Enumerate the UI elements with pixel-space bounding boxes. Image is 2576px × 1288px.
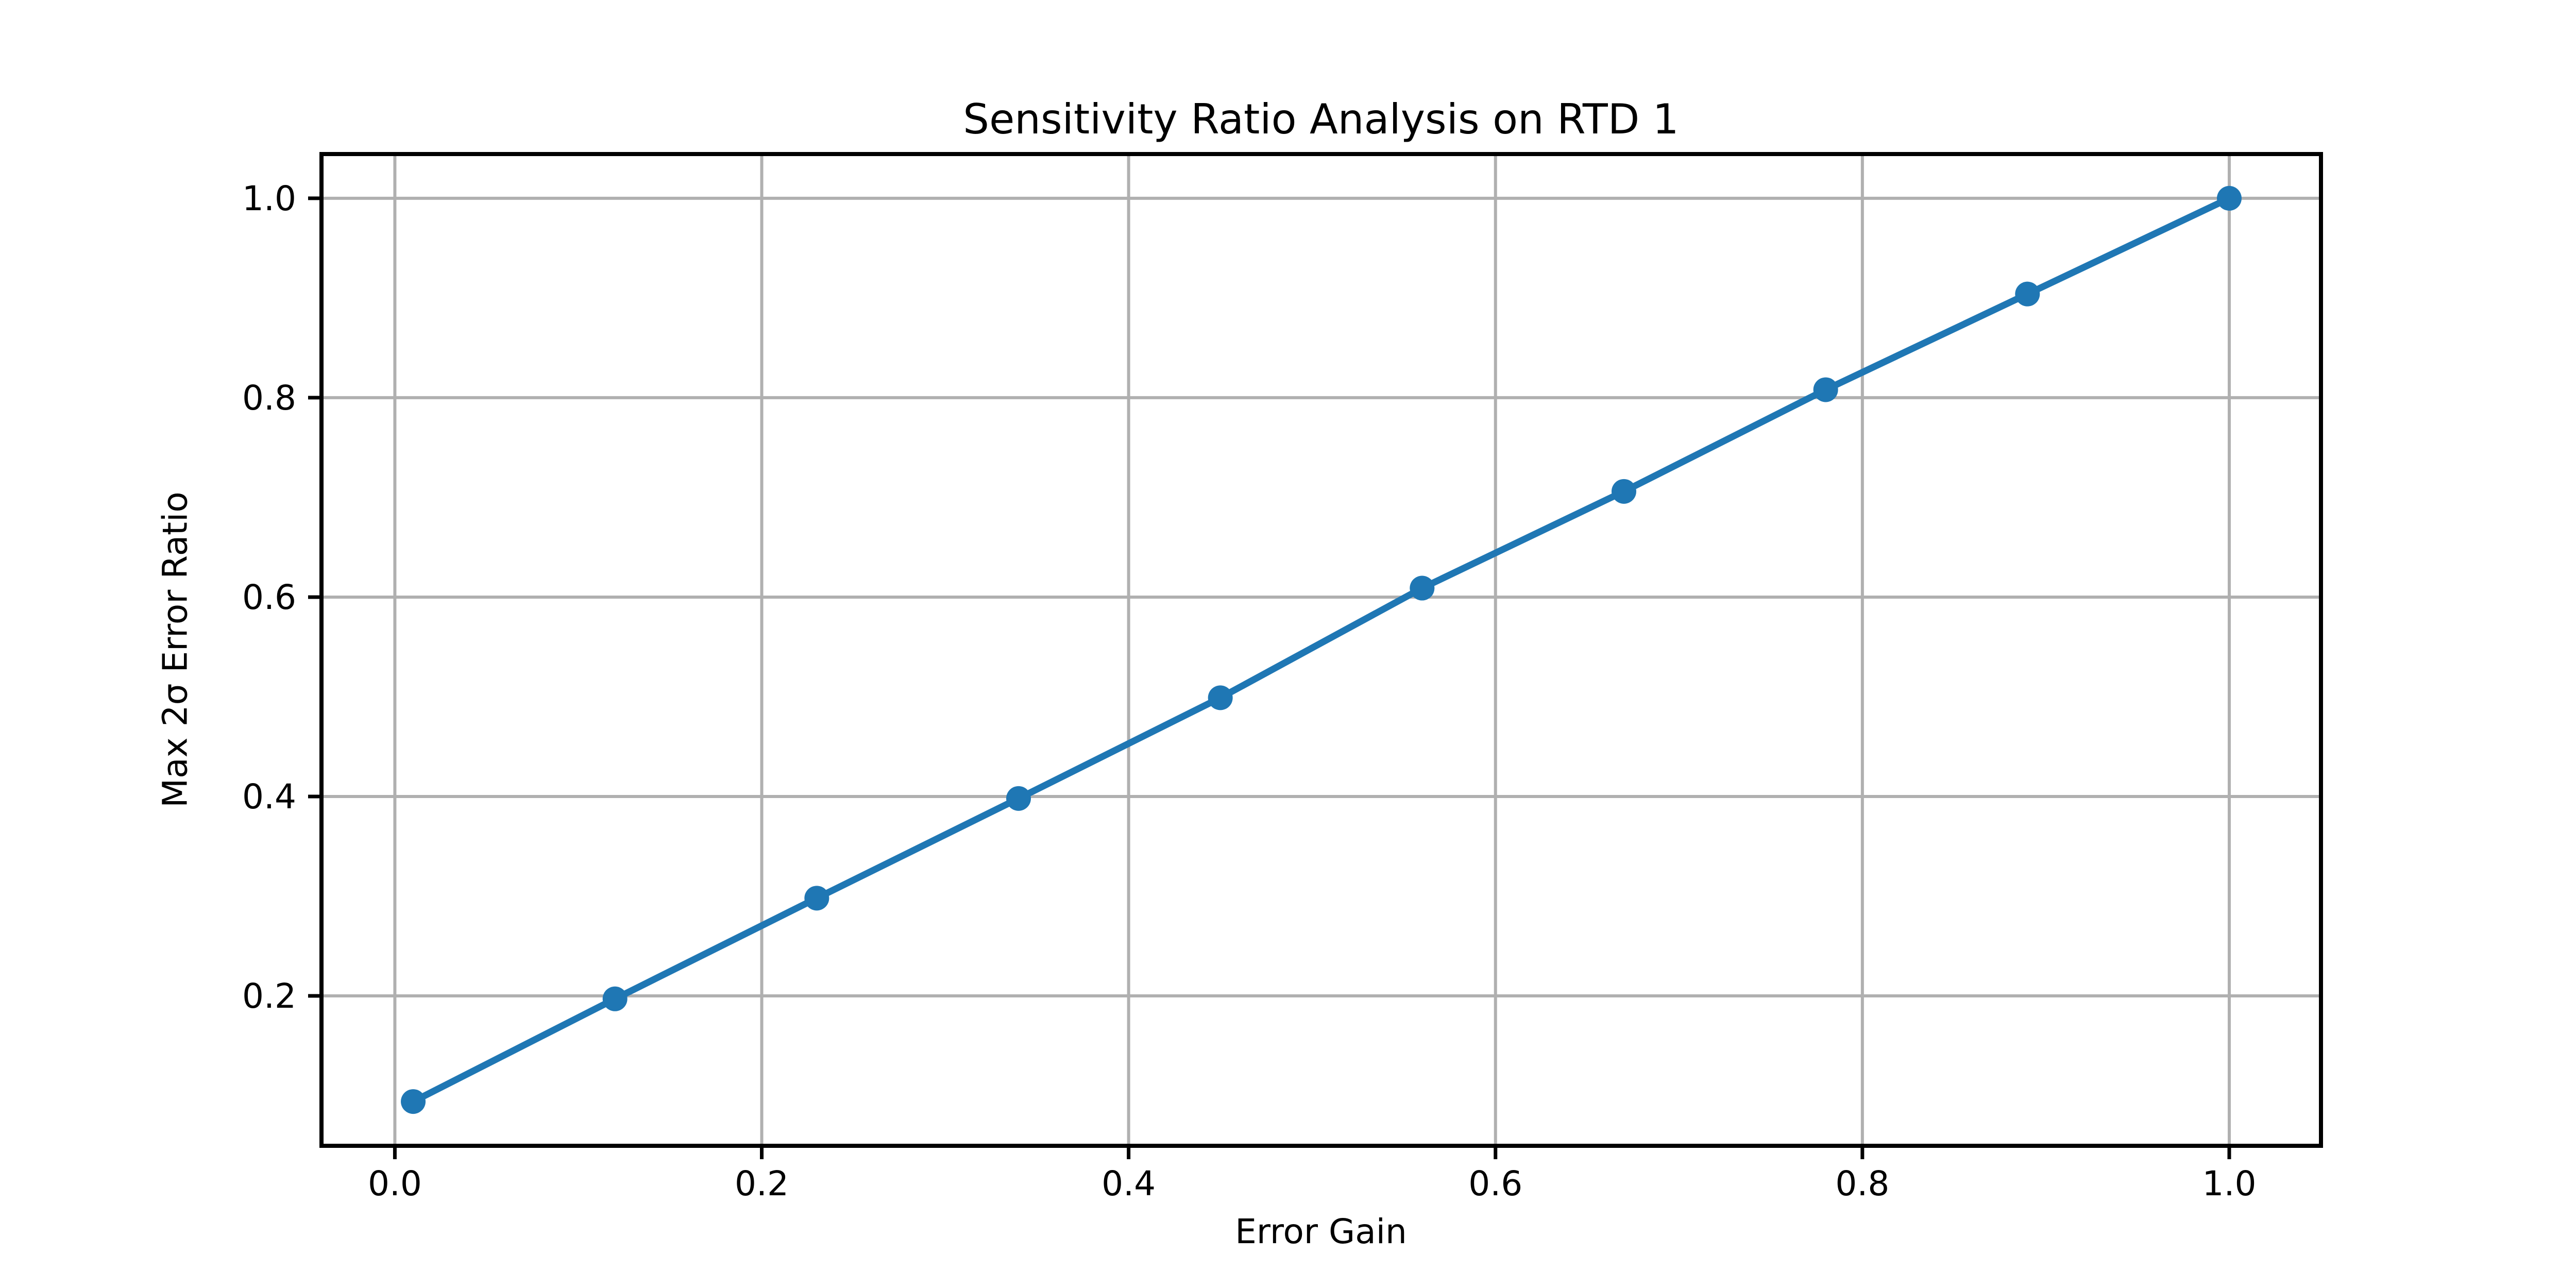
- axes-frame: [319, 152, 2323, 1148]
- data-point: [804, 886, 829, 911]
- data-point: [2015, 281, 2040, 307]
- x-tick-label: 0.4: [1101, 1164, 1156, 1204]
- data-point: [2216, 185, 2242, 211]
- data-point: [401, 1089, 426, 1114]
- x-tick-label: 1.0: [2202, 1164, 2256, 1204]
- y-tick-label: 1.0: [242, 179, 296, 218]
- data-point: [602, 986, 628, 1011]
- data-point: [1410, 575, 1435, 601]
- x-tick-label: 0.8: [1835, 1164, 1889, 1204]
- y-tick-label: 0.8: [242, 378, 296, 418]
- data-point: [1208, 685, 1233, 710]
- data-line: [410, 195, 2233, 1105]
- chart-title: Sensitivity Ratio Analysis on RTD 1: [963, 95, 1679, 143]
- x-tick-label: 0.6: [1468, 1164, 1522, 1204]
- y-tick-label: 0.2: [242, 976, 296, 1016]
- data-point: [1813, 377, 1838, 402]
- data-point: [1611, 479, 1636, 504]
- x-tick-label: 0.2: [735, 1164, 789, 1204]
- x-axis-label: Error Gain: [1235, 1212, 1407, 1251]
- y-tick-label: 0.4: [242, 777, 296, 817]
- y-tick-label: 0.6: [242, 578, 296, 617]
- data-point: [1006, 786, 1031, 811]
- y-axis-label: Max 2σ Error Ratio: [155, 492, 195, 808]
- x-tick-label: 0.0: [368, 1164, 422, 1204]
